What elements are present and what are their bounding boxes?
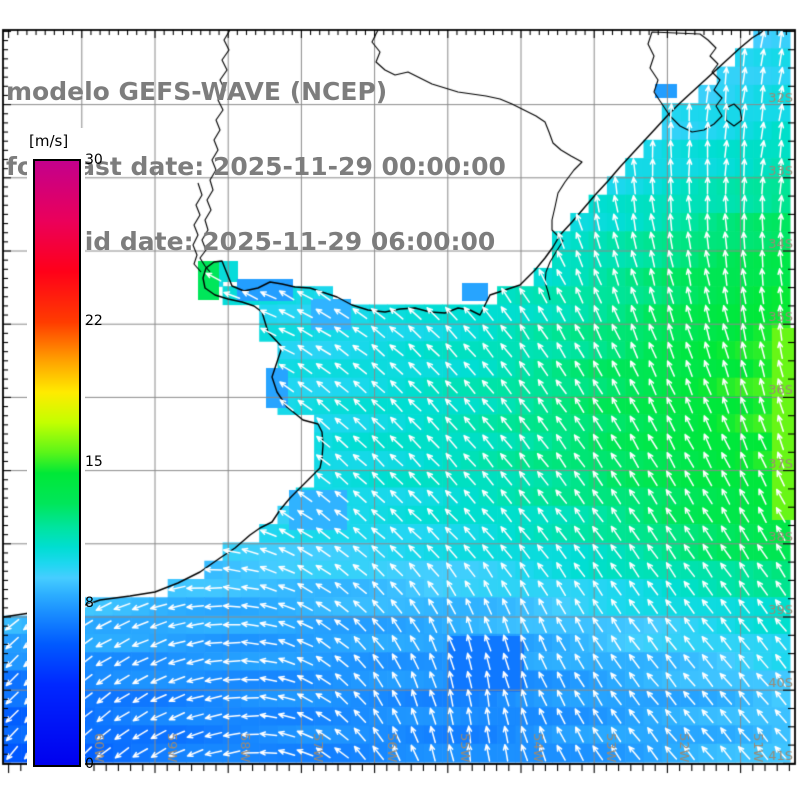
colorbar-units-label: [m/s] bbox=[29, 132, 69, 150]
colorbar-tick-label: 30 bbox=[85, 152, 103, 168]
colorbar-tick-label: 22 bbox=[85, 313, 103, 330]
colorbar-gradient bbox=[33, 159, 81, 767]
colorbar: [m/s] 30 22 15 8 0 bbox=[27, 128, 103, 776]
colorbar-tick-label: 8 bbox=[85, 594, 94, 611]
colorbar-tick-label: 0 bbox=[85, 756, 94, 772]
colorbar-tick-label: 15 bbox=[85, 454, 103, 470]
